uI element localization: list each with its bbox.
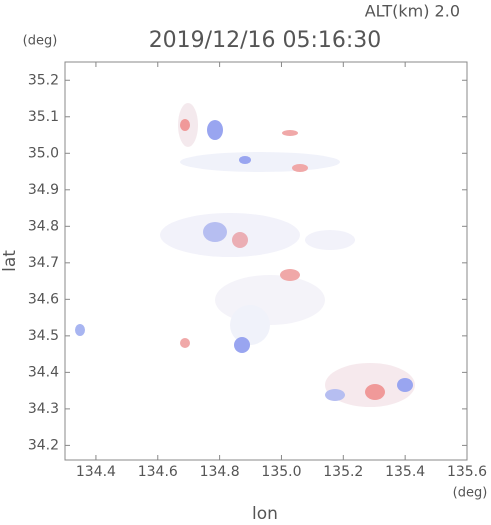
y-tick-label: 34.7 xyxy=(28,255,59,271)
y-tick-label: 34.4 xyxy=(28,364,59,380)
y-tick-label: 35.1 xyxy=(28,109,59,125)
echo-field xyxy=(75,103,415,407)
subtitle: ALT(km) 2.0 xyxy=(365,2,460,21)
y-unit: (deg) xyxy=(23,34,58,49)
y-tick-label: 34.9 xyxy=(28,182,59,198)
y-axis-label: lat xyxy=(0,250,20,272)
x-axis-label: lon xyxy=(252,504,278,521)
y-tick-label: 34.2 xyxy=(28,437,59,453)
chart-title: 2019/12/16 05:16:30 xyxy=(149,28,382,53)
y-tick-label: 34.6 xyxy=(28,291,59,307)
x-tick-label: 134.4 xyxy=(76,464,116,480)
x-tick-label: 135.4 xyxy=(385,464,425,480)
x-tick-label: 135.6 xyxy=(447,464,487,480)
y-tick-label: 34.5 xyxy=(28,328,59,344)
x-tick-label: 134.6 xyxy=(138,464,178,480)
y-tick-label: 34.3 xyxy=(28,401,59,417)
y-tick-label: 34.8 xyxy=(28,218,59,234)
plot-frame xyxy=(64,61,468,461)
y-tick-label: 35.2 xyxy=(28,72,59,88)
x-unit: (deg) xyxy=(453,486,488,501)
y-tick-label: 35.0 xyxy=(28,145,59,161)
x-tick-label: 135.2 xyxy=(323,464,363,480)
x-tick-label: 134.8 xyxy=(200,464,240,480)
x-tick-label: 135.0 xyxy=(261,464,301,480)
